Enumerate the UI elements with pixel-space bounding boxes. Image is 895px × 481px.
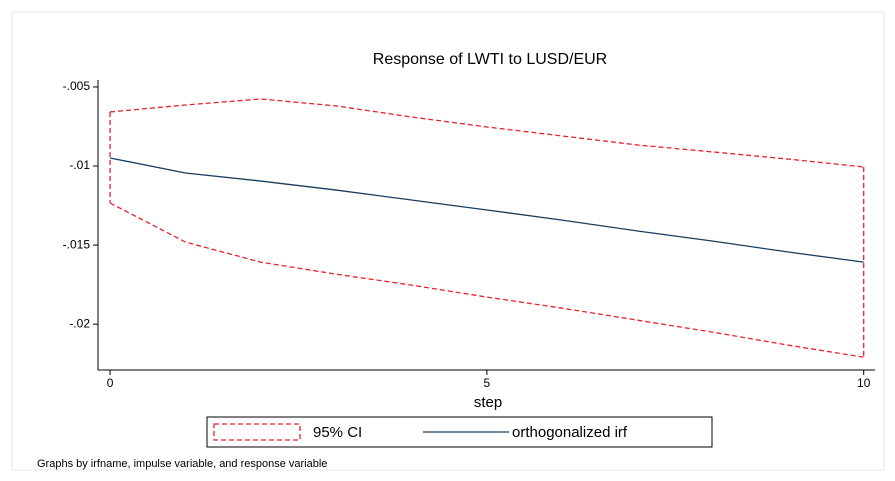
legend-label: orthogonalized irf [512, 424, 628, 441]
graph-frame [11, 11, 885, 471]
x-axis-label: step [474, 394, 502, 411]
line [109, 157, 864, 263]
chart-title: Response of LWTI to LUSD/EUR [373, 51, 607, 68]
x-tick-label: 0 [107, 376, 114, 390]
y-tick-label: -.015 [63, 237, 91, 251]
line [109, 202, 864, 358]
x-tick-label: 10 [857, 376, 871, 390]
line [109, 98, 864, 168]
y-tick-label: -.01 [69, 158, 90, 172]
y-tick-label: -.02 [69, 316, 90, 330]
y-tick-label: -.005 [63, 79, 91, 93]
note: Graphs by irfname, impulse variable, and… [37, 458, 327, 470]
legend-key [213, 423, 301, 441]
x-tick-label: 5 [484, 376, 491, 390]
legend-label: 95% CI [313, 424, 362, 441]
